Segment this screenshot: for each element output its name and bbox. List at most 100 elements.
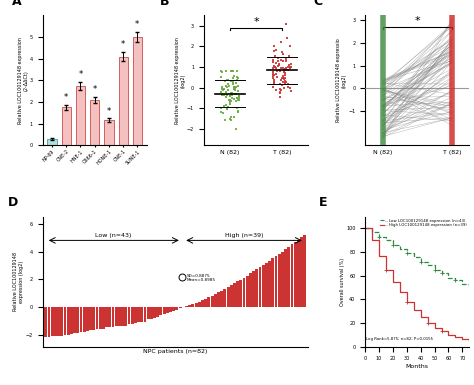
Bar bbox=[159, 307, 163, 315]
Point bbox=[224, 77, 231, 83]
Point bbox=[281, 72, 289, 79]
Point bbox=[270, 72, 278, 79]
Point bbox=[222, 89, 230, 95]
Point bbox=[287, 43, 294, 49]
Point bbox=[218, 89, 225, 95]
Point bbox=[230, 86, 237, 92]
Bar bbox=[236, 281, 239, 307]
Point bbox=[276, 85, 283, 92]
X-axis label: Months: Months bbox=[406, 364, 429, 369]
Point bbox=[228, 78, 235, 84]
Bar bbox=[272, 258, 274, 307]
Point bbox=[285, 62, 292, 68]
Point bbox=[219, 84, 226, 90]
Point bbox=[235, 93, 243, 99]
Point bbox=[234, 75, 241, 81]
Bar bbox=[67, 307, 70, 335]
Point bbox=[226, 97, 234, 103]
Bar bbox=[124, 307, 127, 325]
Point bbox=[222, 84, 230, 90]
Point bbox=[219, 110, 227, 116]
Point bbox=[279, 72, 287, 79]
Bar bbox=[297, 240, 300, 307]
Point bbox=[220, 103, 228, 109]
Point bbox=[220, 92, 228, 98]
Bar bbox=[265, 263, 268, 307]
Point bbox=[282, 58, 290, 64]
Point bbox=[284, 67, 292, 73]
Point bbox=[278, 82, 286, 89]
Point bbox=[287, 64, 295, 70]
Text: *: * bbox=[78, 70, 82, 79]
Bar bbox=[278, 254, 281, 307]
Point bbox=[234, 95, 241, 101]
Bar bbox=[57, 307, 60, 336]
Point bbox=[228, 68, 236, 74]
Bar bbox=[76, 86, 85, 145]
Bar bbox=[188, 305, 191, 307]
Point bbox=[227, 93, 234, 99]
Point bbox=[229, 68, 237, 74]
Point bbox=[279, 57, 287, 64]
Text: *: * bbox=[92, 85, 97, 94]
Point bbox=[223, 106, 231, 112]
Point bbox=[232, 91, 239, 97]
Bar bbox=[140, 307, 143, 322]
Point bbox=[274, 62, 282, 69]
Point bbox=[273, 74, 281, 80]
Bar bbox=[175, 307, 178, 310]
Point bbox=[217, 105, 225, 111]
Point bbox=[270, 69, 277, 75]
Point bbox=[280, 84, 287, 90]
Point bbox=[227, 117, 235, 123]
Bar bbox=[111, 307, 114, 327]
Point bbox=[234, 96, 242, 102]
Point bbox=[270, 63, 278, 69]
Point bbox=[282, 64, 290, 70]
Point bbox=[222, 68, 229, 74]
Bar bbox=[274, 256, 277, 307]
Point bbox=[233, 77, 240, 83]
Point bbox=[233, 68, 240, 74]
Bar bbox=[47, 139, 56, 145]
Point bbox=[273, 65, 280, 71]
Point bbox=[219, 92, 226, 98]
Point bbox=[230, 84, 238, 90]
Point bbox=[219, 86, 226, 92]
Point bbox=[283, 35, 291, 41]
Point bbox=[273, 68, 281, 74]
Point bbox=[224, 81, 232, 87]
Point bbox=[232, 85, 239, 91]
Bar bbox=[118, 307, 121, 326]
Bar bbox=[147, 307, 150, 320]
Bar bbox=[64, 307, 66, 335]
Point bbox=[280, 69, 288, 75]
Point bbox=[233, 90, 240, 97]
Point bbox=[269, 70, 277, 77]
Point bbox=[281, 65, 289, 72]
Point bbox=[234, 83, 242, 89]
Bar bbox=[60, 307, 63, 336]
Point bbox=[221, 77, 229, 84]
Bar bbox=[284, 249, 287, 307]
Point bbox=[276, 68, 284, 74]
Point bbox=[283, 65, 290, 72]
Point bbox=[271, 77, 278, 83]
Point bbox=[284, 81, 292, 87]
Bar bbox=[217, 293, 220, 307]
Bar bbox=[252, 271, 255, 307]
Point bbox=[218, 74, 225, 80]
Point bbox=[275, 61, 283, 67]
Point bbox=[226, 84, 233, 90]
Point bbox=[272, 71, 280, 77]
Bar bbox=[233, 283, 236, 307]
Point bbox=[269, 57, 277, 63]
Point bbox=[223, 106, 230, 112]
Point bbox=[230, 114, 237, 120]
Point bbox=[224, 77, 231, 83]
Text: A: A bbox=[11, 0, 21, 8]
Point bbox=[279, 75, 286, 81]
Point bbox=[276, 89, 283, 95]
Bar bbox=[259, 267, 262, 307]
Point bbox=[281, 70, 289, 76]
